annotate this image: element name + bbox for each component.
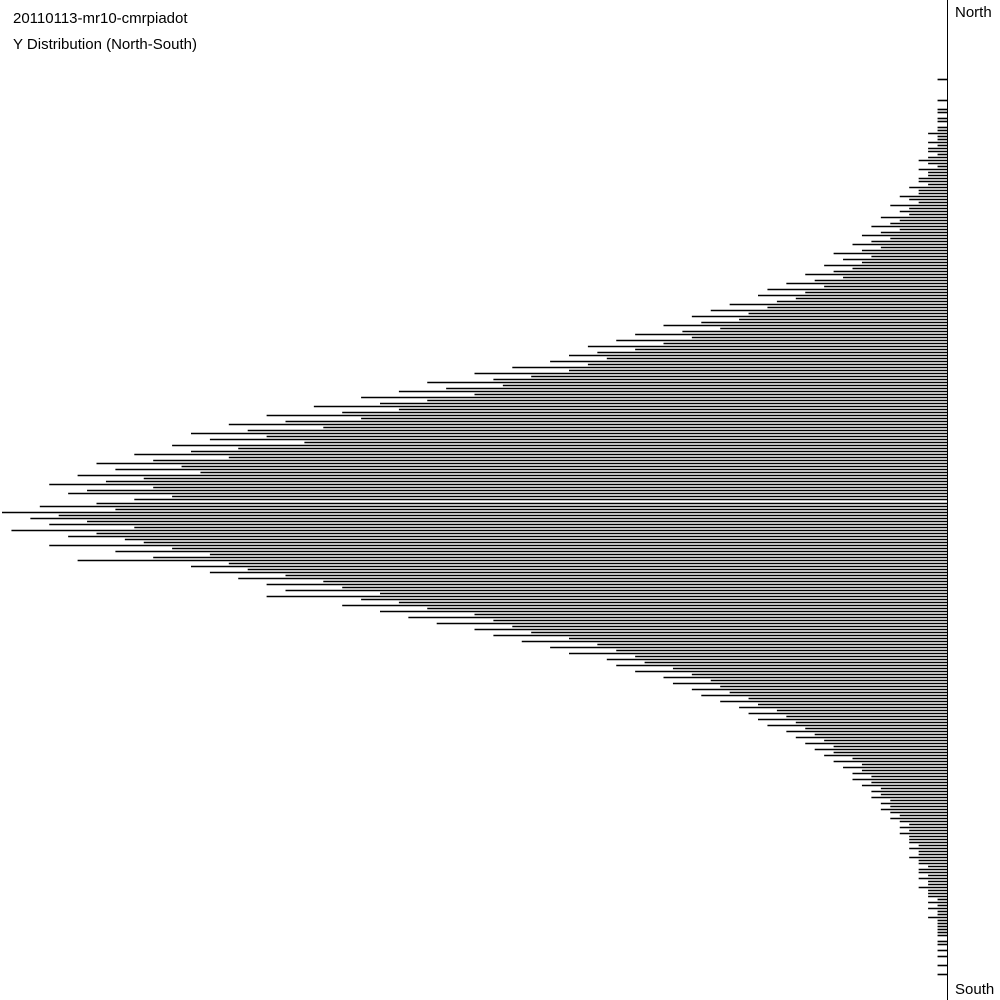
north-label: North (955, 4, 992, 21)
chart-title: 20110113-mr10-cmrpiadot (13, 10, 188, 27)
south-label: South (955, 981, 995, 998)
bars-group (2, 78, 947, 976)
chart-subtitle: Y Distribution (North-South) (13, 36, 197, 53)
